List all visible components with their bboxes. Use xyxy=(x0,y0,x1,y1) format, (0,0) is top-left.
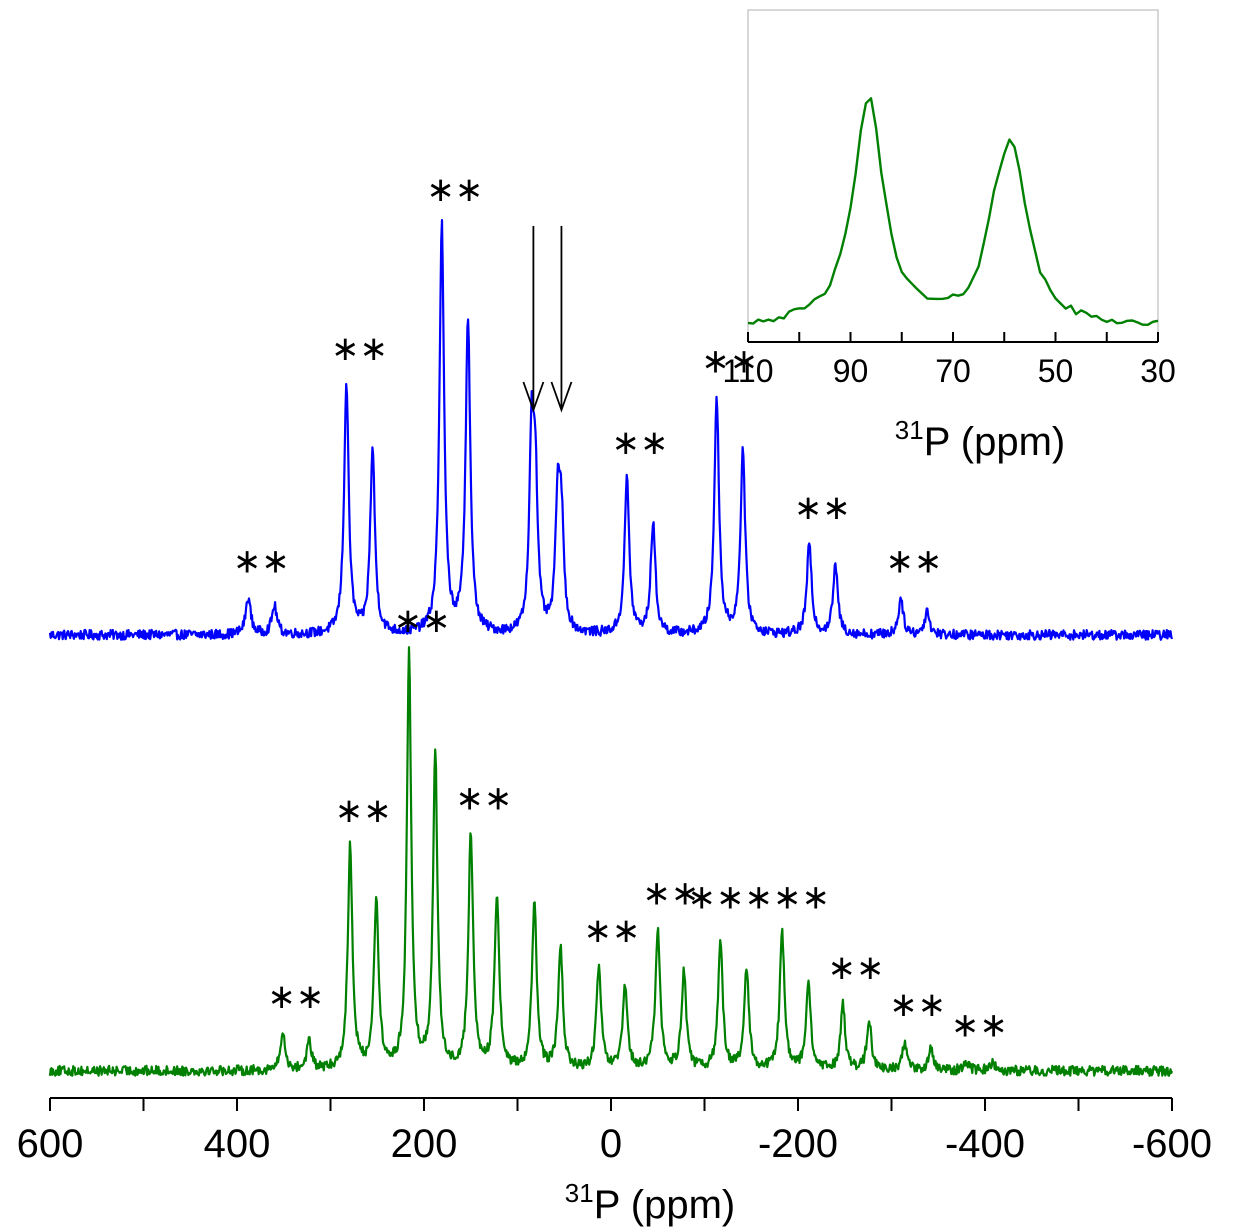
sideband-mark-blue: ∗∗ xyxy=(426,171,483,209)
sideband-mark-blue: ∗∗ xyxy=(331,330,388,368)
sideband-mark-green: ∗∗ xyxy=(583,912,640,950)
sideband-mark-green: ∗∗ xyxy=(951,1007,1008,1045)
main-x-tick-label: 600 xyxy=(17,1122,84,1166)
main-x-tick-label: 400 xyxy=(204,1122,271,1166)
main-spectrum-plot: 600 400 200 0 -200 -400 -600∗∗∗∗∗∗∗∗∗∗∗∗∗∗∗∗∗∗… xyxy=(17,171,1212,1166)
sideband-mark-blue: ∗∗ xyxy=(611,424,668,462)
main-x-axis-title: 31P (ppm) xyxy=(565,1178,735,1227)
svg-text:31P (ppm): 31P (ppm) xyxy=(565,1178,735,1227)
inset-spectrum-plot: 110 90 70 50 30 xyxy=(722,9,1176,389)
sideband-mark-green: ∗∗ xyxy=(267,978,324,1016)
svg-text:31P (ppm): 31P (ppm) xyxy=(895,415,1065,464)
sideband-mark-blue: ∗∗ xyxy=(701,342,758,380)
inset-x-tick-label: 90 xyxy=(833,353,869,389)
main-x-axis-title-sup: 31 xyxy=(565,1178,594,1208)
sideband-mark-green: ∗∗ xyxy=(642,875,699,913)
main-x-tick-label: -600 xyxy=(1132,1122,1212,1166)
arrow-head xyxy=(522,381,545,413)
inset-x-axis-title-sup: 31 xyxy=(895,415,924,445)
sideband-mark-blue: ∗∗ xyxy=(885,542,942,580)
inset-frame xyxy=(747,9,1159,343)
spectrum-line-blue xyxy=(48,219,1174,641)
main-x-tick-label: 200 xyxy=(391,1122,458,1166)
sideband-mark-green: ∗∗ xyxy=(827,949,884,987)
main-x-axis-title-main: P (ppm) xyxy=(594,1183,736,1227)
inset-x-axis-title: 31P (ppm) xyxy=(895,415,1065,464)
inset-x-tick-label: 110 xyxy=(722,353,773,389)
sideband-mark-blue: ∗∗ xyxy=(794,489,851,527)
sideband-mark-green: ∗∗ xyxy=(335,792,392,830)
inset-spectrum-line xyxy=(747,97,1159,326)
sideband-mark-blue: ∗∗ xyxy=(233,542,290,580)
spectrum-line-green xyxy=(48,646,1174,1077)
sideband-mark-green: ∗∗∗∗∗ xyxy=(688,879,830,917)
inset-x-axis-title-main: P (ppm) xyxy=(924,420,1066,464)
sideband-mark-green: ∗∗ xyxy=(455,780,512,818)
main-x-tick-label: 0 xyxy=(600,1122,622,1166)
inset-x-tick-label: 70 xyxy=(935,353,971,389)
arrow-head xyxy=(550,381,573,413)
inset-x-tick-label: 50 xyxy=(1038,353,1074,389)
sideband-mark-green: ∗∗ xyxy=(394,602,451,640)
main-x-tick-label: -400 xyxy=(945,1122,1025,1166)
main-x-tick-label: -200 xyxy=(758,1122,838,1166)
inset-x-tick-label: 30 xyxy=(1140,353,1176,389)
sideband-mark-green: ∗∗ xyxy=(889,986,946,1024)
